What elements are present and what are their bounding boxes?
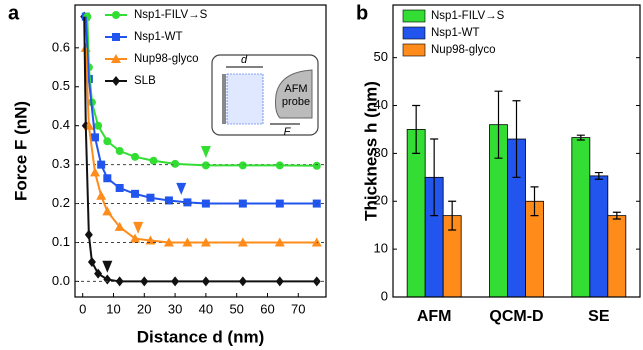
legend-label: SLB: [134, 75, 156, 87]
plot-frame: [74, 4, 327, 298]
bar: [589, 175, 609, 298]
bar: [406, 129, 426, 298]
arrow-marker: [133, 221, 144, 234]
inset-brush: [226, 73, 264, 125]
series-line: [84, 16, 317, 205]
y-tick-label: 0.1: [52, 234, 70, 249]
legend-label: Nsp1-WT: [431, 27, 480, 39]
x-tick-label: SE: [588, 308, 610, 325]
y-tick-label: 0.2: [52, 195, 70, 210]
panel-label: b: [356, 2, 368, 24]
y-tick-label: 30: [374, 145, 388, 160]
arrow-marker: [200, 145, 211, 158]
legend-swatch: [402, 26, 426, 40]
x-tick-label: 30: [168, 301, 182, 316]
y-axis-label: Thickness h (nm): [361, 81, 380, 221]
arrow-marker: [176, 182, 187, 195]
marker: [112, 33, 120, 41]
x-tick-label: QCM-D: [489, 308, 543, 325]
y-axis-label: Force F (nN): [11, 101, 30, 201]
x-tick-label: 10: [106, 301, 120, 316]
x-tick-label: 0: [79, 301, 86, 316]
series-line: [84, 47, 317, 244]
error-bar: [494, 90, 503, 159]
panel-label: a: [8, 2, 20, 24]
y-tick-label: 0.6: [52, 39, 70, 54]
legend-label: Nsp1-FILV→S: [431, 10, 505, 22]
legend-label: Nsp1-FILV→S: [134, 9, 208, 21]
x-axis-label: Distance d (nm): [137, 327, 265, 346]
plot-frame: [392, 4, 641, 298]
error-bar: [512, 100, 521, 178]
marker: [111, 54, 121, 63]
marker: [112, 76, 120, 86]
x-tick-label: AFM: [417, 308, 452, 325]
inset-probe: [275, 69, 313, 119]
inset: d AFM probe F: [211, 54, 319, 138]
series-line: [83, 16, 317, 283]
error-bar: [612, 211, 621, 220]
inset-label: probe: [282, 96, 310, 108]
y-tick-label: 0.5: [52, 78, 70, 93]
y-tick-label: 40: [374, 97, 388, 112]
bar: [571, 137, 591, 298]
y-tick-label: 20: [374, 193, 388, 208]
error-bar: [530, 186, 539, 217]
legend-swatch: [402, 9, 426, 23]
error-bar: [448, 200, 457, 231]
plot: [83, 16, 317, 283]
error-bar: [594, 171, 603, 180]
error-bar: [412, 104, 421, 154]
bar: [607, 215, 627, 298]
y-tick-label: 50: [374, 49, 388, 64]
arrow-marker: [102, 260, 113, 273]
y-tick-label: 0.4: [52, 117, 70, 132]
legend-label: Nup98-glyco: [431, 44, 496, 56]
inset-label: d: [241, 54, 248, 66]
error-bar: [430, 138, 439, 217]
x-tick-label: 50: [229, 301, 243, 316]
x-tick-label: 60: [260, 301, 274, 316]
inset-label: F: [284, 126, 292, 138]
y-tick-label: 0: [381, 288, 388, 303]
inset-label: AFM: [284, 83, 307, 95]
y-tick-label: 10: [374, 241, 388, 256]
legend-label: Nup98-glyco: [134, 53, 199, 65]
x-tick-label: 20: [137, 301, 151, 316]
marker: [112, 11, 120, 19]
inset-substrate: [222, 74, 226, 124]
x-tick-label: 40: [199, 301, 213, 316]
y-tick-label: 0.0: [52, 273, 70, 288]
error-bar: [576, 134, 585, 141]
legend-label: Nsp1-WT: [134, 31, 183, 43]
y-tick-label: 0.3: [52, 156, 70, 171]
x-tick-label: 70: [291, 301, 305, 316]
legend-swatch: [402, 43, 426, 57]
